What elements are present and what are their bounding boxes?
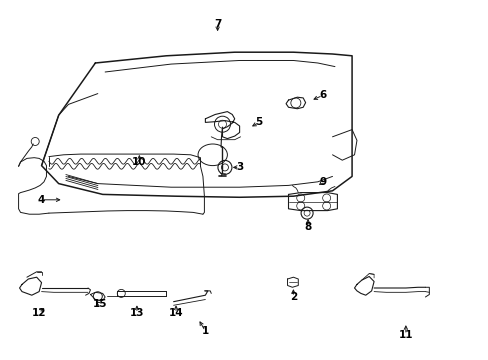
Text: 12: 12 — [32, 308, 46, 318]
Text: 3: 3 — [236, 162, 243, 172]
Text: 1: 1 — [202, 326, 208, 336]
Text: 5: 5 — [255, 117, 262, 127]
Text: 13: 13 — [129, 308, 144, 318]
Text: 11: 11 — [398, 330, 412, 340]
Text: 14: 14 — [168, 308, 183, 318]
Text: 8: 8 — [304, 222, 311, 232]
Text: 15: 15 — [93, 299, 107, 309]
Text: 4: 4 — [38, 195, 45, 205]
Text: 7: 7 — [213, 19, 221, 30]
Text: 6: 6 — [319, 90, 325, 100]
Text: 9: 9 — [319, 177, 325, 187]
Text: 2: 2 — [289, 292, 296, 302]
Text: 10: 10 — [132, 157, 146, 167]
